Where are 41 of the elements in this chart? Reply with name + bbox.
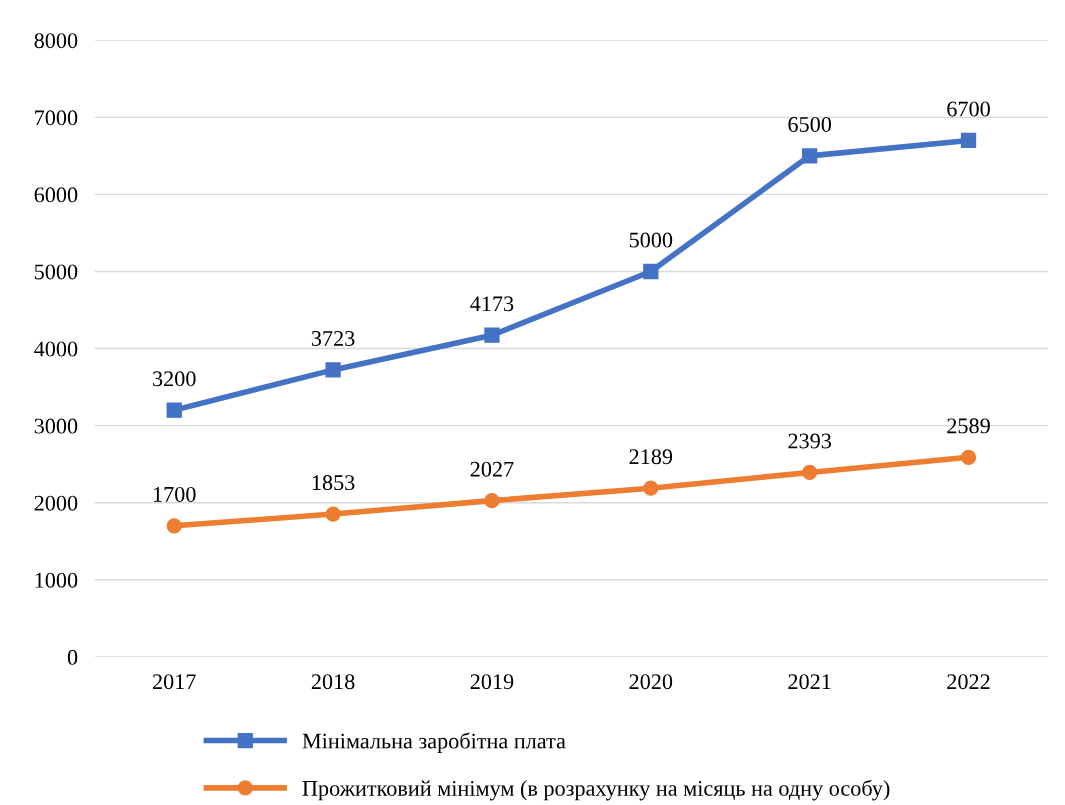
data-label: 3200 [153,371,196,387]
point [960,449,977,465]
y-tick-label: 6000 [34,187,78,203]
y-tick-label: 2000 [34,495,78,511]
y-tick-label: 7000 [35,110,78,126]
x-tick-label: 2017 [152,674,196,690]
y-tick-label: 1000 [35,572,78,588]
point [325,506,341,522]
y-tick-label: 0 [67,649,78,665]
x-tick-label: 2022 [947,674,990,690]
data-label: 2189 [629,449,673,465]
data-label: 5000 [629,232,673,248]
x-tick-label: 2018 [311,674,355,690]
y-tick-label: 3000 [34,418,78,434]
data-label: 4173 [470,296,514,312]
point [643,480,659,496]
point [166,518,182,534]
data-label: 2027 [470,461,514,477]
data-label: 1700 [153,486,196,502]
y-tick-label: 5000 [34,264,78,280]
point [960,132,977,149]
y-tick-label: 8000 [34,33,78,49]
data-label: 6500 [788,116,832,132]
x-tick-label: 2021 [788,674,831,690]
data-label: 2589 [947,418,990,434]
point [484,493,500,509]
legend-label: Прожитковий мінімум (в розрахунку на місяць на одну особу) [302,779,890,801]
point [802,464,818,481]
legend-label: Мінімальна заробітна плата [302,732,566,754]
point [802,148,818,164]
point [643,263,659,280]
point [325,362,341,378]
data-label: 2393 [788,433,832,449]
x-tick-label: 2020 [629,674,673,690]
data-label: 3723 [311,331,355,346]
x-tick-label: 2019 [470,674,514,690]
y-tick-label: 4000 [34,341,78,357]
data-label: 6700 [947,101,990,117]
data-label: 1853 [312,475,355,491]
point [166,402,182,418]
point [484,327,500,343]
